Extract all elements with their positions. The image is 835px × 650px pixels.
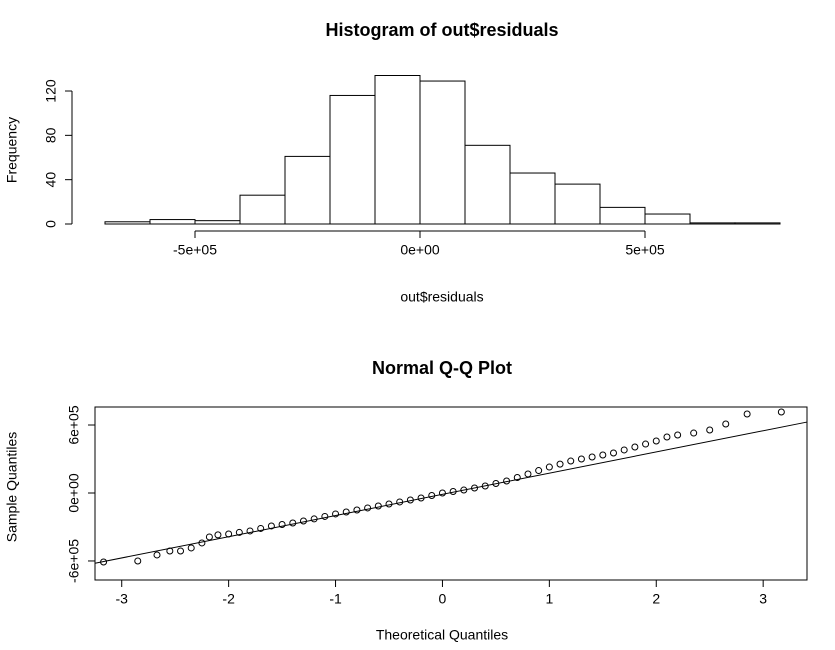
x-tick-label: 0e+00: [400, 242, 440, 258]
plot-box: [94, 406, 808, 581]
point: [545, 463, 553, 471]
histogram-bar: [644, 213, 691, 225]
x-axis-label: out$residuals: [400, 289, 483, 305]
point: [353, 506, 361, 514]
point: [385, 500, 393, 508]
point: [481, 482, 489, 490]
histogram-bar: [419, 80, 466, 225]
y-tick-label: 120: [43, 79, 59, 103]
point: [364, 504, 372, 512]
point: [513, 473, 521, 481]
point: [396, 498, 404, 506]
x-tick-label: -5e+05: [173, 242, 217, 258]
histogram-bar: [374, 75, 421, 225]
point: [187, 544, 195, 552]
histogram-bar: [599, 206, 646, 225]
point: [690, 429, 698, 437]
point: [588, 453, 596, 461]
point: [342, 508, 350, 516]
y-tick-label: 40: [43, 172, 59, 188]
point: [609, 449, 617, 457]
reference-line: [94, 421, 808, 564]
histogram-bar: [509, 172, 556, 225]
point: [620, 446, 628, 454]
histogram-bar: [464, 144, 511, 225]
histogram-bar: [554, 183, 601, 225]
point: [722, 420, 730, 428]
point: [267, 522, 275, 530]
point: [567, 457, 575, 465]
x-tick-label: 3: [759, 591, 767, 607]
point: [663, 433, 671, 441]
point: [134, 557, 142, 565]
point: [310, 515, 318, 523]
point: [449, 488, 457, 496]
chart-title: Normal Q-Q Plot: [372, 358, 512, 378]
point: [246, 527, 254, 535]
point: [642, 440, 650, 448]
x-tick-label: 5e+05: [625, 242, 665, 258]
point: [177, 547, 185, 555]
point: [652, 437, 660, 445]
point: [428, 491, 436, 499]
point: [743, 410, 751, 418]
x-tick-label: 1: [545, 591, 553, 607]
point: [438, 489, 446, 497]
point: [674, 431, 682, 439]
y-tick-label: -6e+05: [66, 539, 82, 583]
histogram-bar: [239, 194, 286, 225]
point: [278, 520, 286, 528]
x-tick-label: 0: [439, 591, 447, 607]
point: [535, 467, 543, 475]
point: [556, 460, 564, 468]
histogram-bar: [149, 219, 196, 225]
x-tick-label: 2: [652, 591, 660, 607]
point: [166, 547, 174, 555]
chart-title: Histogram of out$residuals: [325, 20, 558, 40]
point: [631, 443, 639, 451]
y-axis-label: Frequency: [4, 117, 20, 183]
y-tick-label: 6e+05: [66, 405, 82, 445]
x-tick-label: -3: [116, 591, 129, 607]
point: [214, 531, 222, 539]
x-tick-label: -1: [329, 591, 342, 607]
point: [205, 533, 213, 541]
y-tick-label: 0: [43, 220, 59, 228]
point: [299, 517, 307, 525]
point: [460, 486, 468, 494]
histogram-bar: [689, 222, 736, 225]
point: [198, 539, 206, 547]
point: [492, 479, 500, 487]
point: [332, 510, 340, 518]
histogram-bar: [284, 155, 331, 225]
point: [225, 530, 233, 538]
x-tick-label: -2: [222, 591, 235, 607]
point: [374, 502, 382, 510]
histogram-bar: [194, 220, 241, 225]
histogram-bar: [734, 222, 781, 225]
point: [100, 558, 108, 566]
point: [471, 484, 479, 492]
point: [503, 477, 511, 485]
point: [599, 451, 607, 459]
histogram-bar: [104, 221, 151, 225]
point: [289, 519, 297, 527]
point: [777, 408, 785, 416]
point: [706, 426, 714, 434]
point: [257, 524, 265, 532]
x-axis-label: Theoretical Quantiles: [376, 627, 508, 643]
point: [406, 496, 414, 504]
point: [235, 528, 243, 536]
point: [417, 494, 425, 502]
point: [153, 551, 161, 559]
histogram-bar: [329, 94, 376, 225]
point: [321, 512, 329, 520]
y-tick-label: 80: [43, 127, 59, 143]
y-tick-label: 0e+00: [66, 473, 82, 513]
y-axis-label: Sample Quantiles: [4, 432, 20, 543]
point: [524, 470, 532, 478]
point: [577, 455, 585, 463]
